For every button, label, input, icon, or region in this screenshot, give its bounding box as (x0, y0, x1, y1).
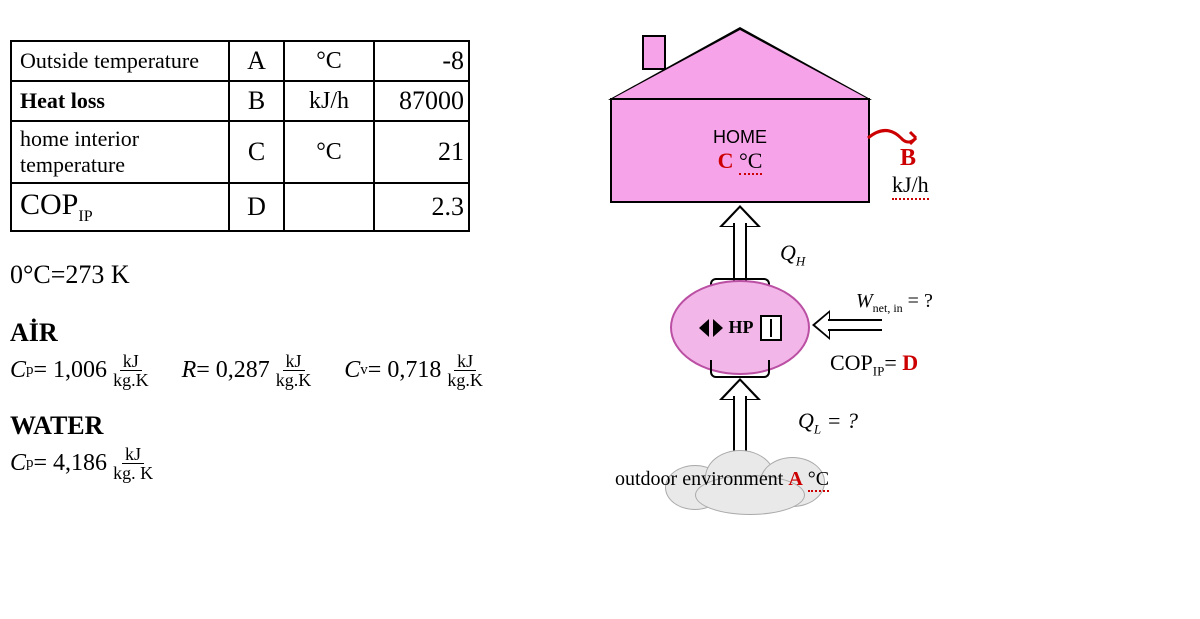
parameters-table: Outside temperature A °C -8 Heat loss B … (10, 40, 470, 232)
water-formula-row: Cp = 4,186 kJkg. K (10, 445, 540, 482)
water-properties: WATER Cp = 4,186 kJkg. K (10, 411, 540, 482)
cop-val: D (902, 350, 918, 375)
valve-left-icon (699, 319, 709, 337)
water-title: WATER (10, 411, 540, 441)
wnet-sym: W (856, 290, 873, 312)
param-value: 21 (374, 121, 469, 183)
heat-loss-arrow (866, 118, 926, 158)
param-label: Heat loss (11, 81, 229, 121)
roof-shape (610, 30, 870, 100)
home-temp: C °C (718, 148, 763, 174)
wnet-label: Wnet, in = ? (856, 290, 933, 316)
kelvin-conversion: 0°C=273 K (10, 260, 540, 290)
compressor-icon (760, 315, 782, 341)
sym: C (10, 357, 26, 384)
house-body: HOME C °C (610, 98, 870, 203)
eq: = 1,006 (34, 357, 108, 384)
param-unit: kJ/h (284, 81, 374, 121)
hp-loop-bot (710, 360, 770, 378)
outdoor-label: outdoor environment A °C (615, 468, 829, 491)
sub: p (26, 362, 34, 379)
wnet-q: = ? (903, 290, 933, 312)
outdoor-unit: °C (808, 468, 829, 492)
sub: p (26, 455, 34, 472)
cop-eq: = (884, 350, 902, 375)
param-label: home interior temperature (11, 121, 229, 183)
air-title: AİR (10, 318, 540, 348)
param-unit (284, 183, 374, 231)
water-cp: Cp = 4,186 kJkg. K (10, 445, 156, 482)
air-cp: Cp = 1,006 kJkg.K (10, 352, 152, 389)
sym: C (10, 450, 26, 477)
param-label: COPIP (11, 183, 229, 231)
qh-sym: Q (780, 240, 796, 265)
air-formula-row: Cp = 1,006 kJkg.K R = 0,287 kJkg.K Cv = … (10, 352, 540, 389)
table-row: Heat loss B kJ/h 87000 (11, 81, 469, 121)
cop-diagram-label: COPIP= D (830, 350, 918, 379)
home-temp-unit: °C (739, 148, 762, 175)
home-label: HOME (713, 127, 767, 148)
eq: = 0,287 (196, 357, 270, 384)
param-symbol: C (229, 121, 284, 183)
table-row: COPIP D 2.3 (11, 183, 469, 231)
param-value: 87000 (374, 81, 469, 121)
outdoor-text: outdoor environment (615, 468, 788, 490)
eq: = 0,718 (368, 357, 442, 384)
qh-arrow (725, 205, 755, 285)
table-row: Outside temperature A °C -8 (11, 41, 469, 81)
air-r: R = 0,287 kJkg.K (182, 352, 315, 389)
sub: v (360, 362, 368, 379)
ql-q: = ? (821, 408, 858, 433)
eq: = 4,186 (34, 450, 108, 477)
air-cv: Cv = 0,718 kJkg.K (344, 352, 486, 389)
heat-pump-diagram: HOME C °C B kJ/h QH HP Wnet, in = ? CO (560, 30, 990, 590)
param-unit: °C (284, 41, 374, 81)
param-symbol: B (229, 81, 284, 121)
param-symbol: D (229, 183, 284, 231)
param-value: 2.3 (374, 183, 469, 231)
unit-frac: kJkg.K (110, 352, 152, 389)
heat-loss-sym: B (900, 145, 916, 172)
hp-text: HP (729, 317, 754, 338)
sym: R (182, 357, 197, 384)
param-label: Outside temperature (11, 41, 229, 81)
unit-frac: kJkg. K (110, 445, 156, 482)
wnet-sub: net, in (873, 301, 903, 315)
outdoor-sym: A (788, 468, 802, 490)
ql-label: QL = ? (798, 408, 858, 437)
air-properties: AİR Cp = 1,006 kJkg.K R = 0,287 kJkg.K C… (10, 318, 540, 389)
left-column: Outside temperature A °C -8 Heat loss B … (10, 40, 540, 482)
unit-frac: kJkg.K (273, 352, 315, 389)
home-temp-sym: C (718, 148, 734, 173)
heat-loss-unit: kJ/h (892, 172, 929, 200)
valve-right-icon (713, 319, 723, 337)
qh-sub: H (796, 253, 805, 268)
param-symbol: A (229, 41, 284, 81)
cop-text: COP (20, 188, 78, 221)
ql-sym: Q (798, 408, 814, 433)
table-row: home interior temperature C °C 21 (11, 121, 469, 183)
sym: C (344, 357, 360, 384)
cop-sub: IP (873, 363, 885, 378)
unit-frac: kJkg.K (444, 352, 486, 389)
cop-text: COP (830, 350, 873, 375)
param-value: -8 (374, 41, 469, 81)
qh-label: QH (780, 240, 805, 269)
cop-sub: IP (78, 208, 92, 225)
hp-inner: HP (699, 315, 782, 341)
param-unit: °C (284, 121, 374, 183)
